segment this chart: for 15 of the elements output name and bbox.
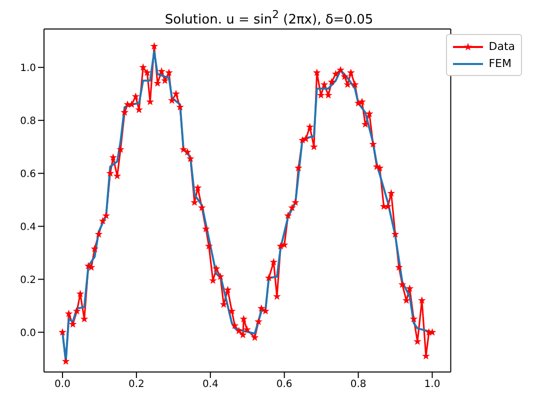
y-tick-label: 1.0 [20,62,36,74]
x-tick-label: 0.4 [202,379,218,390]
y-tick-label: 0.2 [20,274,36,286]
y-tick-label: 0.8 [20,116,36,127]
legend-label: Data [488,40,515,53]
x-tick-label: 0.8 [350,379,366,390]
x-tick-label: 0.6 [276,379,292,390]
x-tick-label: 1.0 [424,379,440,390]
x-tick-label: 0.0 [54,379,70,390]
legend-label: FEM [488,57,512,70]
y-tick-label: 0.4 [20,222,36,233]
y-tick-label: 0.6 [20,168,36,180]
chart-title: Solution. u = sin$^{2}$ (2πx), δ=0.05 [164,8,374,28]
y-tick-label: 0.0 [20,328,36,339]
x-tick-label: 0.2 [128,379,144,390]
